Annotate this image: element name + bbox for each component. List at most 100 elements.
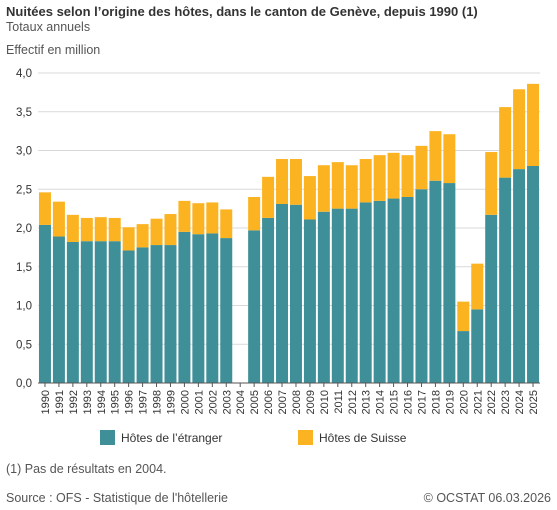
bar-foreign bbox=[164, 245, 177, 383]
legend-item-foreign[interactable]: Hôtes de l’étranger bbox=[100, 430, 222, 445]
x-tick-label: 2014 bbox=[375, 390, 387, 414]
x-tick-label: 2012 bbox=[347, 390, 359, 414]
x-tick-label: 1990 bbox=[40, 390, 52, 414]
y-tick-label: 3,5 bbox=[16, 107, 32, 119]
bar-foreign bbox=[289, 204, 302, 383]
bar-foreign bbox=[373, 200, 386, 383]
x-tick-label: 2007 bbox=[277, 390, 289, 414]
bar-foreign bbox=[80, 241, 93, 383]
bar-foreign bbox=[457, 331, 470, 383]
bar-swiss bbox=[289, 159, 302, 205]
bar-foreign bbox=[206, 233, 219, 383]
bar-foreign bbox=[178, 231, 191, 383]
bar-swiss bbox=[38, 192, 51, 225]
x-tick-label: 2009 bbox=[305, 390, 317, 414]
bar-foreign bbox=[38, 224, 51, 383]
bar-foreign bbox=[443, 183, 456, 383]
bar-foreign bbox=[192, 234, 205, 383]
x-tick-label: 2004 bbox=[235, 390, 247, 414]
gridlines bbox=[38, 72, 540, 345]
bar-swiss bbox=[331, 162, 344, 209]
bar-foreign bbox=[108, 241, 121, 383]
x-tick-label: 1993 bbox=[82, 390, 94, 414]
bar-swiss bbox=[359, 159, 372, 203]
bar-foreign bbox=[150, 245, 163, 383]
x-tick-label: 1996 bbox=[124, 390, 136, 414]
bars bbox=[38, 83, 540, 383]
x-tick-label: 2019 bbox=[444, 390, 456, 414]
bar-foreign bbox=[485, 214, 498, 383]
y-tick-label: 1,0 bbox=[16, 301, 32, 313]
copyright-text: © OCSTAT 06.03.2026 bbox=[423, 491, 551, 505]
x-tick-label: 1997 bbox=[138, 390, 150, 414]
bar-foreign bbox=[303, 219, 316, 383]
x-tick-label: 2003 bbox=[221, 390, 233, 414]
bar-foreign bbox=[359, 202, 372, 383]
bar-swiss bbox=[262, 176, 275, 218]
x-tick-label: 2024 bbox=[514, 390, 526, 414]
x-tick-label: 1995 bbox=[110, 390, 122, 414]
bar-foreign bbox=[262, 217, 275, 383]
chart-subtitle: Totaux annuels bbox=[6, 20, 91, 34]
x-tick-label: 2001 bbox=[193, 390, 205, 414]
y-tick-label: 2,5 bbox=[16, 184, 32, 196]
x-tick-label: 1994 bbox=[96, 390, 108, 414]
bar-swiss bbox=[178, 200, 191, 232]
bar-swiss bbox=[192, 203, 205, 235]
legend-item-swiss[interactable]: Hôtes de Suisse bbox=[298, 430, 406, 445]
x-tick-label: 2013 bbox=[361, 390, 373, 414]
x-tick-label: 1992 bbox=[68, 390, 80, 414]
x-tick-label: 2006 bbox=[263, 390, 275, 414]
bar-swiss bbox=[303, 176, 316, 220]
x-tick-label: 1998 bbox=[152, 390, 164, 414]
bar-swiss bbox=[345, 165, 358, 209]
x-tick-label: 2023 bbox=[500, 390, 512, 414]
bar-swiss bbox=[52, 201, 65, 237]
bar-swiss bbox=[206, 202, 219, 234]
legend-label-foreign: Hôtes de l’étranger bbox=[121, 430, 223, 445]
bar-foreign bbox=[429, 180, 442, 383]
bar-swiss bbox=[499, 107, 512, 178]
bar-swiss bbox=[248, 197, 261, 231]
bar-swiss bbox=[429, 131, 442, 181]
x-tick-label: 2005 bbox=[249, 390, 261, 414]
bar-swiss bbox=[527, 83, 540, 166]
y-tick-label: 0,0 bbox=[16, 378, 32, 390]
bar-swiss bbox=[457, 301, 470, 332]
bar-swiss bbox=[513, 89, 526, 170]
bar-swiss bbox=[164, 214, 177, 246]
bar-foreign bbox=[499, 177, 512, 383]
stacked-bar-chart: 0,0 0,5 1,0 1,5 2,0 2,5 3,0 3,5 4,0 1990 1991 1992… bbox=[16, 68, 540, 414]
bar-swiss bbox=[94, 217, 107, 242]
bar-foreign bbox=[52, 236, 65, 383]
x-axis-ticks: 1990 1991 1992 1993 1994 1995 1996 1997 1998 1999… bbox=[40, 383, 540, 414]
x-tick-label: 2010 bbox=[319, 390, 331, 414]
x-tick-label: 2000 bbox=[179, 390, 191, 414]
bar-foreign bbox=[401, 197, 414, 383]
y-axis-ticks: 0,0 0,5 1,0 1,5 2,0 2,5 3,0 3,5 4,0 bbox=[16, 68, 32, 390]
y-tick-label: 2,0 bbox=[16, 223, 32, 235]
bar-swiss bbox=[80, 217, 93, 242]
chart-title: Nuitées selon l’origine des hôtes, dans … bbox=[6, 4, 478, 19]
bar-foreign bbox=[513, 169, 526, 383]
bar-swiss bbox=[150, 218, 163, 246]
bar-swiss bbox=[108, 217, 121, 242]
bar-foreign bbox=[331, 208, 344, 383]
y-tick-label: 0,5 bbox=[16, 339, 32, 351]
y-tick-label: 4,0 bbox=[16, 68, 32, 80]
footnote: (1) Pas de résultats en 2004. bbox=[6, 462, 167, 476]
x-tick-label: 2002 bbox=[207, 390, 219, 414]
bar-foreign bbox=[317, 211, 330, 383]
bar-foreign bbox=[94, 241, 107, 383]
bar-swiss bbox=[373, 155, 386, 201]
x-tick-label: 1991 bbox=[54, 390, 66, 414]
y-tick-label: 3,0 bbox=[16, 146, 32, 158]
bar-swiss bbox=[220, 209, 233, 239]
bar-swiss bbox=[401, 155, 414, 197]
bar-swiss bbox=[122, 227, 135, 251]
y-axis-unit-label: Effectif en million bbox=[6, 43, 101, 57]
bar-swiss bbox=[485, 152, 498, 215]
bar-swiss bbox=[387, 152, 400, 199]
legend-swatch-swiss bbox=[298, 430, 313, 445]
x-tick-label: 2015 bbox=[389, 390, 401, 414]
